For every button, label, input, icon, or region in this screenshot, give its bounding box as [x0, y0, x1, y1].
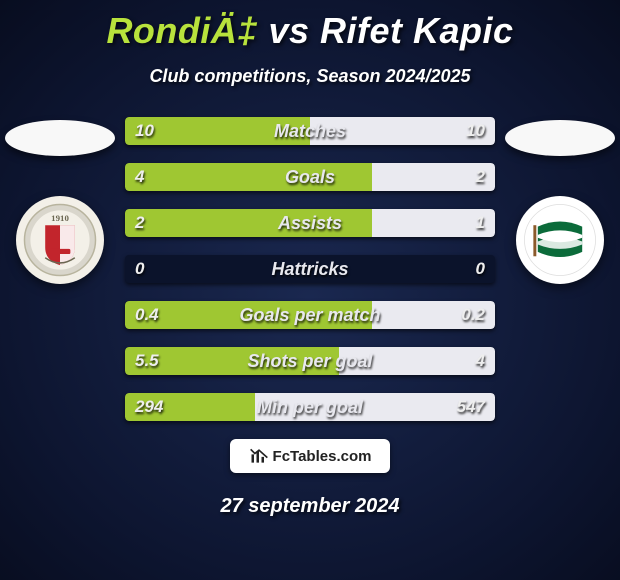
stat-bar-track	[125, 163, 495, 191]
competition-subtitle: Club competitions, Season 2024/2025	[0, 66, 620, 87]
stat-bar-track	[125, 301, 495, 329]
stat-row: Goals42	[125, 163, 495, 191]
stat-bar-left	[125, 301, 372, 329]
stat-row: Goals per match0.40.2	[125, 301, 495, 329]
flag-crest-icon	[523, 203, 597, 277]
player1-avatar-placeholder	[5, 120, 115, 156]
player2-avatar-placeholder	[505, 120, 615, 156]
brand-text: FcTables.com	[273, 448, 372, 465]
shield-icon: 1910	[23, 203, 97, 277]
vs-text: vs	[268, 10, 309, 51]
stat-bar-track	[125, 117, 495, 145]
comparison-title: RondiÄ‡ vs Rifet Kapic	[0, 10, 620, 52]
stat-bar-right	[372, 301, 495, 329]
stat-bar-left	[125, 393, 255, 421]
player1-slot: 1910	[0, 120, 120, 284]
stat-row: Shots per goal5.54	[125, 347, 495, 375]
stat-row: Min per goal294547	[125, 393, 495, 421]
player2-name: Rifet Kapic	[320, 10, 514, 51]
stat-bar-right	[372, 209, 495, 237]
stat-bar-track	[125, 209, 495, 237]
crest-year: 1910	[51, 213, 69, 223]
stat-bar-right	[372, 163, 495, 191]
stat-row: Assists21	[125, 209, 495, 237]
stat-row: Matches1010	[125, 117, 495, 145]
player1-name: RondiÄ‡	[106, 10, 258, 51]
stat-bar-left	[125, 117, 310, 145]
stat-bar-track	[125, 255, 495, 283]
stat-bar-track	[125, 347, 495, 375]
stat-bar-left	[125, 209, 372, 237]
stat-bar-right	[255, 393, 496, 421]
brand-badge: FcTables.com	[230, 439, 390, 473]
player2-slot	[500, 120, 620, 284]
stat-bar-right	[310, 117, 495, 145]
chart-icon	[249, 446, 269, 466]
player1-club-crest: 1910	[16, 196, 104, 284]
stat-row: Hattricks00	[125, 255, 495, 283]
stats-container: Matches1010 Goals42 Assists21 Hattricks00 Go…	[125, 117, 495, 421]
comparison-date: 27 september 2024	[0, 495, 620, 518]
stat-bar-track	[125, 393, 495, 421]
stat-bar-left	[125, 163, 372, 191]
stat-bar-left	[125, 347, 339, 375]
stat-bar-right	[339, 347, 495, 375]
player2-club-crest	[516, 196, 604, 284]
